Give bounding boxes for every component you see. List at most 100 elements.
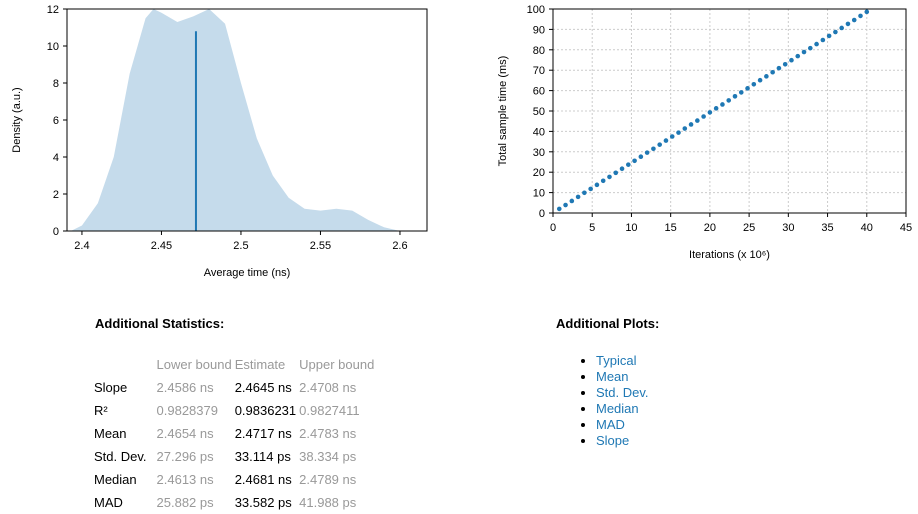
- x-axis-label: Average time (ns): [204, 267, 291, 279]
- sample-point: [864, 9, 870, 15]
- stat-row: Std. Dev. 27.296 ps 33.114 ps 38.334 ps: [94, 445, 377, 468]
- plot-links: TypicalMeanStd. Dev.MedianMADSlope: [556, 353, 659, 449]
- sample-point: [688, 122, 694, 127]
- y-tick-label: 0: [539, 208, 545, 220]
- sample-point: [738, 90, 744, 95]
- statistics: Additional Statistics: Lower bound Estima…: [94, 316, 377, 514]
- stat-cell: 2.4586 ns: [156, 380, 214, 395]
- x-axis-label: Iterations (x 10⁶): [689, 249, 770, 261]
- x-tick-label: 5: [589, 222, 595, 234]
- y-axis-label: Total sample time (ms): [497, 56, 509, 167]
- header-cell: Upper bound: [299, 357, 375, 372]
- plots: Additional Plots: TypicalMeanStd. Dev.Me…: [556, 316, 659, 449]
- sample-point: [701, 114, 706, 119]
- x-tick-label: 2.45: [151, 240, 172, 252]
- y-tick-label: 30: [533, 147, 545, 159]
- sample-point: [807, 45, 813, 51]
- sample-point: [563, 202, 568, 208]
- y-tick-label: 40: [533, 126, 545, 138]
- sample-point: [795, 53, 801, 59]
- x-tick-label: 25: [743, 222, 755, 234]
- y-tick-label: 10: [47, 41, 59, 53]
- x-tick-label: 2.6: [392, 240, 407, 252]
- sample-point: [713, 106, 719, 111]
- sample-point: [801, 49, 807, 55]
- x-tick-label: 2.5: [233, 240, 248, 252]
- sample-point: [776, 65, 782, 71]
- sample-point: [695, 118, 700, 123]
- y-tick-label: 20: [533, 167, 545, 179]
- plot-link[interactable]: MAD: [596, 417, 625, 432]
- x-tick-label: 0: [550, 222, 556, 234]
- sample-point: [751, 81, 757, 87]
- sample-point: [638, 154, 644, 159]
- sample-point: [582, 190, 587, 196]
- stat-row: Median 2.4613 ns 2.4681 ns 2.4789 ns: [94, 468, 377, 491]
- stat-cell: 33.114 ps: [234, 449, 291, 464]
- plot-link[interactable]: Median: [596, 401, 639, 416]
- sample-point: [707, 110, 713, 115]
- y-tick-label: 8: [53, 78, 59, 90]
- charts: 0 2 4 6 8 10 12 2.4 2.45 2.5 2.55 2.6 Average time (…: [11, 4, 912, 279]
- sample-point: [839, 25, 844, 31]
- x-tick-label: 2.55: [310, 240, 331, 252]
- x-tick-label: 40: [861, 222, 873, 234]
- sample-point: [845, 21, 851, 27]
- y-tick-label: 12: [47, 4, 59, 16]
- sample-point: [619, 166, 625, 172]
- stat-cell: 33.582 ps: [234, 495, 292, 510]
- plot-link-item: Slope: [596, 433, 659, 449]
- sample-point: [826, 33, 832, 39]
- header-row: Lower bound Estimate Upper bound: [94, 353, 377, 376]
- sample-point: [814, 41, 819, 47]
- y-tick-label: 50: [533, 106, 545, 118]
- sample-point: [820, 37, 826, 43]
- y-tick-label: 60: [533, 86, 545, 98]
- stat-cell: 0.9828379: [156, 403, 218, 418]
- stat-name: R²: [94, 403, 108, 418]
- header-cell: [94, 353, 157, 376]
- sample-point: [726, 98, 732, 103]
- x-tick-label: 20: [704, 222, 716, 234]
- sample-point: [833, 29, 838, 35]
- plot-link[interactable]: Mean: [596, 369, 629, 384]
- y-tick-label: 10: [533, 188, 545, 200]
- plot-link[interactable]: Std. Dev.: [596, 385, 649, 400]
- sample-point: [745, 86, 750, 91]
- stat-cell: 2.4708 ns: [299, 380, 357, 395]
- sample-point: [851, 17, 857, 23]
- y-tick-label: 80: [533, 45, 545, 57]
- x-tick-label: 35: [821, 222, 833, 234]
- stat-cell: 2.4783 ns: [299, 426, 357, 441]
- header-cell: Lower bound: [156, 357, 232, 372]
- sample-point: [644, 150, 650, 155]
- plots-title: Additional Plots:: [556, 316, 660, 331]
- sample-point: [613, 170, 619, 176]
- sample-point: [657, 142, 662, 147]
- statistics-title: Additional Statistics:: [95, 316, 225, 331]
- sample-point: [594, 182, 600, 188]
- stat-cell: 27.296 ps: [156, 449, 214, 464]
- statistics-table: Lower bound Estimate Upper bound Slope 2.458…: [94, 353, 377, 514]
- stat-name: MAD: [94, 495, 123, 510]
- y-tick-label: 2: [53, 189, 59, 201]
- sample-point: [569, 198, 575, 204]
- x-tick-label: 2.4: [74, 240, 89, 252]
- sample-point: [858, 13, 863, 19]
- plot-link[interactable]: Slope: [596, 433, 630, 448]
- sample-point: [556, 206, 562, 212]
- stat-cell: 2.4717 ns: [234, 426, 292, 441]
- plot-link[interactable]: Typical: [596, 353, 637, 368]
- stat-row: Slope 2.4586 ns 2.4645 ns 2.4708 ns: [94, 376, 377, 399]
- stat-row: MAD 25.882 ps 33.582 ps 41.988 ps: [94, 491, 377, 514]
- sample-point: [789, 57, 794, 63]
- x-tick-label: 30: [782, 222, 794, 234]
- stat-name: Median: [94, 472, 137, 487]
- header-cell: Estimate: [234, 357, 286, 372]
- plot-link-item: Std. Dev.: [596, 385, 659, 401]
- sample-point: [669, 134, 675, 139]
- x-tick-label: 10: [625, 222, 637, 234]
- plot-link-item: Mean: [596, 369, 659, 385]
- stat-cell: 2.4654 ns: [156, 426, 214, 441]
- sample-point: [663, 138, 669, 143]
